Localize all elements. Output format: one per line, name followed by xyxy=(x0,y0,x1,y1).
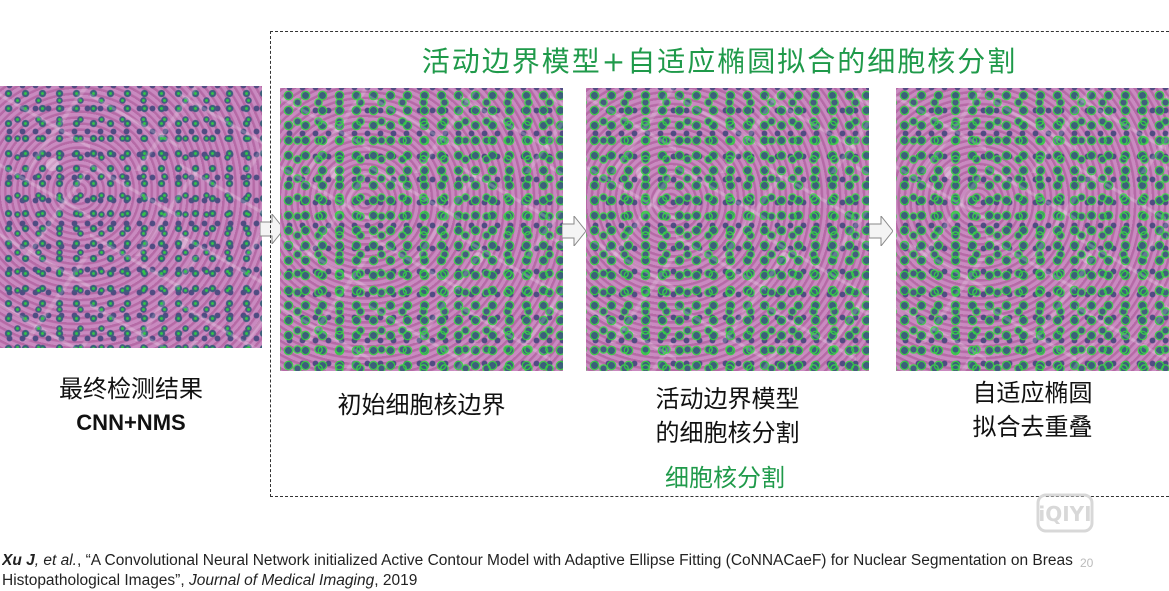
iqiyi-watermark-logo: iQIYI xyxy=(1036,493,1094,533)
citation-etal: , et al. xyxy=(34,552,77,569)
active-contour-image xyxy=(586,88,869,371)
arrow-right-icon xyxy=(869,216,893,246)
citation: Xu J, et al., “A Convolutional Neural Ne… xyxy=(2,551,1169,591)
detection-caption: 最终检测结果 CNN+NMS xyxy=(0,372,262,440)
ellipse-fitting-image xyxy=(896,88,1169,371)
initial-boundary-caption: 初始细胞核边界 xyxy=(280,388,563,422)
caption-line: 活动边界模型 xyxy=(655,385,800,413)
active-contour-caption: 活动边界模型 的细胞核分割 xyxy=(586,382,869,450)
caption-line: 拟合去重叠 xyxy=(972,413,1093,441)
citation-authors: Xu J xyxy=(2,552,35,569)
page-number: 20 xyxy=(1080,556,1094,570)
citation-year: , 2019 xyxy=(374,572,418,589)
svg-text:iQIYI: iQIYI xyxy=(1038,502,1091,526)
caption-line: 初始细胞核边界 xyxy=(337,391,506,419)
citation-journal: Journal of Medical Imaging xyxy=(188,572,375,589)
citation-title: , “A Convolutional Neural Network initia… xyxy=(76,552,1073,569)
detection-caption-line1: 最终检测结果 xyxy=(59,375,203,403)
detection-result-image xyxy=(0,86,262,348)
segmentation-group-box xyxy=(270,31,1169,497)
initial-boundary-image xyxy=(280,88,563,371)
detection-caption-line2: CNN+NMS xyxy=(76,410,186,435)
group-title: 活动边界模型+自适应椭圆拟合的细胞核分割 xyxy=(421,45,1018,78)
arrow-right-icon xyxy=(562,216,586,246)
group-caption: 细胞核分割 xyxy=(665,464,785,492)
caption-line: 自适应椭圆 xyxy=(972,379,1093,407)
ellipse-fitting-caption: 自适应椭圆 拟合去重叠 xyxy=(896,376,1169,444)
arrow-right-icon xyxy=(260,214,284,244)
citation-line2: Histopathological Images”, xyxy=(2,572,189,589)
caption-line: 的细胞核分割 xyxy=(655,419,800,447)
